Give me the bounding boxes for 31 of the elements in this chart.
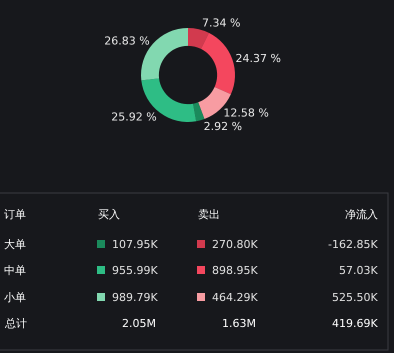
text: 989.79K bbox=[112, 291, 158, 304]
text: 卖出 bbox=[198, 208, 220, 221]
text: 57.03K bbox=[339, 264, 378, 277]
data-label: 25.92 % bbox=[111, 110, 157, 124]
text: 中单 bbox=[4, 264, 26, 277]
text: 2.05M bbox=[122, 317, 156, 330]
text: 525.50K bbox=[332, 291, 378, 304]
text: 1.63M bbox=[222, 317, 256, 330]
text: 小单 bbox=[4, 291, 26, 304]
text: 大单 bbox=[4, 238, 26, 251]
text: 净流入 bbox=[345, 208, 378, 221]
text: 107.95K bbox=[112, 238, 158, 251]
text: -162.85K bbox=[328, 238, 378, 251]
text: 419.69K bbox=[332, 317, 378, 330]
data-label: 12.58 % bbox=[223, 106, 269, 120]
text: 总计 bbox=[4, 317, 27, 330]
donut-slice bbox=[141, 78, 196, 122]
data-label: 2.92 % bbox=[204, 120, 242, 133]
text: 898.95K bbox=[212, 264, 258, 277]
donut-slice bbox=[200, 32, 235, 94]
donut-slice bbox=[188, 28, 209, 49]
text: 订单 bbox=[4, 208, 26, 221]
text: 955.99K bbox=[112, 264, 158, 277]
data-label: 7.34 % bbox=[202, 16, 240, 30]
text: 464.29K bbox=[212, 291, 258, 304]
data-label: 26.83 % bbox=[104, 34, 150, 48]
data-label: 24.37 % bbox=[236, 52, 281, 65]
donut-slice bbox=[141, 28, 188, 80]
text: 270.80K bbox=[212, 238, 258, 251]
donut-slice bbox=[193, 102, 204, 122]
text: 买入 bbox=[98, 208, 120, 221]
